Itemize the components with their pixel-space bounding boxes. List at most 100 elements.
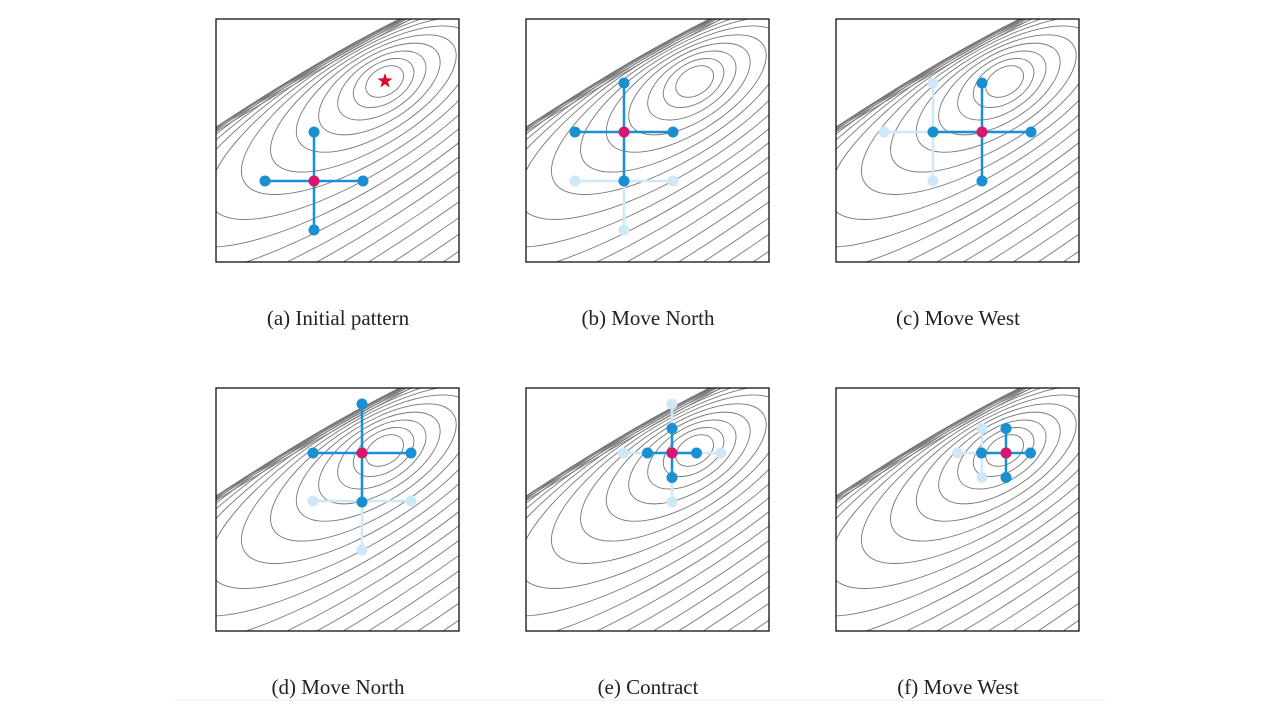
contour (216, 388, 459, 631)
pattern-point (356, 496, 368, 508)
pattern-point (569, 126, 581, 138)
contour (318, 411, 441, 505)
pattern-point (307, 447, 319, 459)
pattern-point (405, 447, 417, 459)
panel-frame (215, 387, 460, 632)
pattern-point (259, 175, 271, 187)
contour (890, 394, 1079, 542)
contour (337, 50, 427, 121)
contour (675, 65, 714, 98)
contour (836, 388, 1079, 631)
contour (675, 434, 714, 467)
contour (318, 42, 441, 136)
pattern-point (691, 447, 702, 459)
panel (525, 387, 770, 632)
pattern-center (308, 175, 320, 187)
pattern-point (976, 175, 988, 187)
contour (836, 19, 1079, 262)
pattern-point (976, 447, 987, 459)
pattern-point (927, 126, 939, 138)
caption: (a) Initial pattern (267, 306, 410, 330)
contour (526, 388, 769, 631)
contour (860, 19, 1079, 195)
contour (662, 427, 725, 477)
panel (525, 18, 770, 263)
pattern-point (666, 423, 678, 434)
contour (526, 388, 769, 631)
pattern-center (356, 447, 368, 459)
contour (890, 25, 1079, 173)
pattern-point (976, 77, 988, 89)
pattern-point (1025, 447, 1036, 459)
contour (216, 388, 459, 631)
contour (216, 388, 459, 631)
contour (836, 388, 1079, 631)
panel (835, 387, 1080, 632)
contour (605, 403, 767, 522)
contour (216, 388, 459, 631)
contour (836, 19, 1079, 262)
panel-frame (835, 387, 1080, 632)
contours (836, 19, 1079, 262)
contour (836, 19, 1079, 262)
pattern-point (927, 77, 939, 89)
contours (526, 19, 769, 262)
contour (972, 427, 1035, 477)
contour (972, 58, 1035, 108)
contour (938, 42, 1061, 136)
panel-frame (525, 387, 770, 632)
pattern-point (356, 398, 368, 410)
contour (938, 411, 1061, 505)
contour (836, 19, 1079, 262)
pattern-point (666, 472, 678, 483)
pattern-point (667, 175, 679, 187)
pattern-point (666, 398, 678, 410)
contour (526, 19, 769, 262)
pattern-point (715, 447, 727, 459)
pattern-point (952, 447, 963, 459)
panel-frame (525, 18, 770, 263)
contour (580, 25, 769, 173)
contour (628, 42, 751, 136)
contour (352, 427, 415, 477)
contour (526, 19, 769, 262)
pattern-point (308, 224, 320, 236)
pattern-point (618, 77, 630, 89)
pattern-center (976, 126, 988, 138)
contour (216, 19, 459, 262)
contour (216, 388, 459, 631)
contour (662, 58, 725, 108)
contour (526, 388, 769, 631)
contour (216, 19, 459, 262)
optimum-star (377, 73, 393, 88)
panel (835, 18, 1080, 263)
contour (216, 19, 459, 262)
pattern-point (1025, 126, 1037, 138)
contour (836, 19, 1079, 262)
contours (216, 388, 459, 631)
contour (240, 388, 459, 564)
pattern-point (308, 126, 320, 138)
pattern-point (667, 126, 679, 138)
contour (550, 388, 769, 564)
contour (526, 19, 769, 262)
contour (216, 388, 459, 631)
contour (526, 19, 769, 262)
pattern-point (666, 496, 678, 508)
contour (836, 388, 1079, 631)
pattern-point (642, 447, 653, 459)
pattern-point (976, 472, 988, 483)
contour (985, 434, 1024, 467)
pattern-point (569, 175, 581, 187)
contour (295, 34, 457, 153)
contour (526, 388, 769, 631)
pattern-point (878, 126, 890, 138)
contour (860, 388, 1079, 564)
contour (526, 388, 769, 631)
contour (526, 19, 769, 262)
pattern-point (927, 175, 939, 187)
contour (352, 58, 415, 108)
contour (526, 19, 769, 262)
pattern-center (618, 126, 630, 138)
